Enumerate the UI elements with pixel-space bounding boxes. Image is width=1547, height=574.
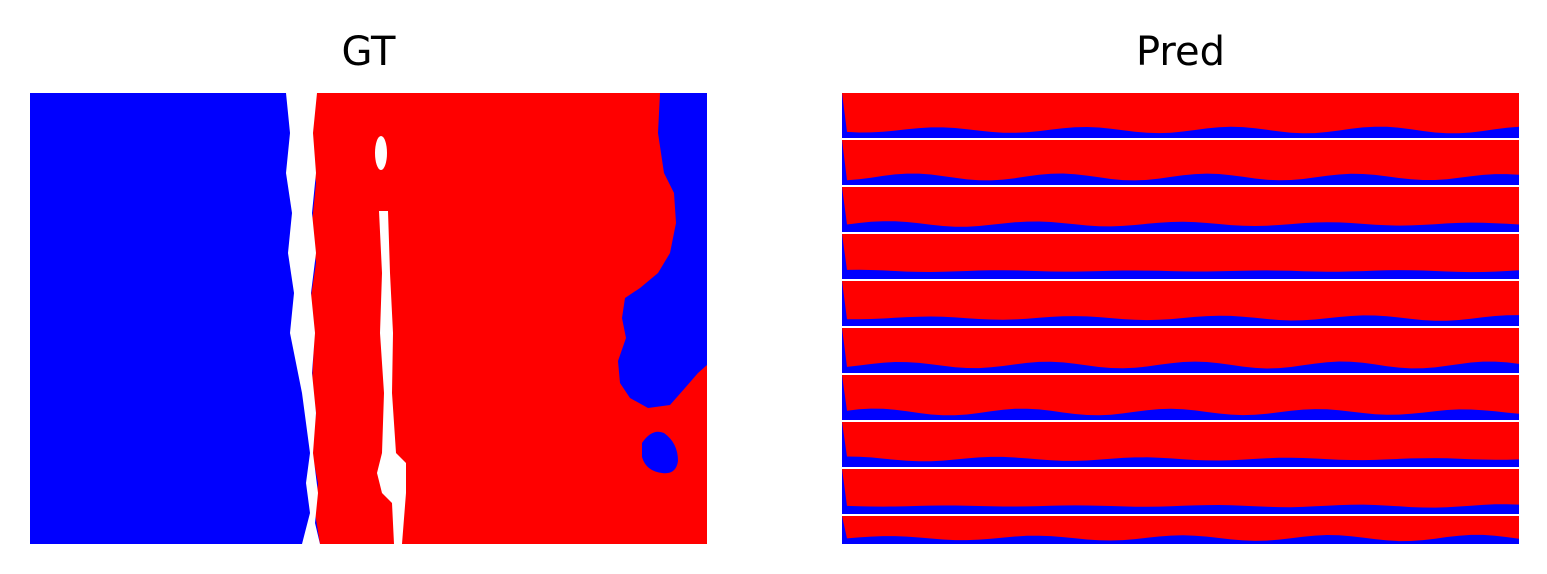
- pred-band-red: [842, 422, 1519, 462]
- pred-band-red: [842, 93, 1519, 134]
- pred-panel-title: Pred: [1136, 29, 1225, 75]
- gt-white-stripe-left: [286, 93, 320, 544]
- gt-segmentation-mask: [30, 93, 707, 544]
- pred-band-red: [842, 234, 1519, 273]
- pred-bands: [842, 93, 1519, 544]
- gt-red-region: [310, 93, 707, 544]
- pred-band-red: [842, 469, 1519, 508]
- pred-band-red: [842, 328, 1519, 369]
- pred-segmentation-mask: [842, 93, 1519, 544]
- pred-band-red: [842, 281, 1519, 321]
- gt-white-oval: [375, 136, 387, 170]
- pred-band-red: [842, 187, 1519, 227]
- gt-blue-blob: [642, 431, 678, 474]
- gt-white-stripe-right: [377, 211, 406, 544]
- gt-panel-title: GT: [341, 29, 396, 75]
- pred-band-red: [842, 140, 1519, 181]
- pred-band-red: [842, 516, 1519, 542]
- pred-band-red: [842, 375, 1519, 416]
